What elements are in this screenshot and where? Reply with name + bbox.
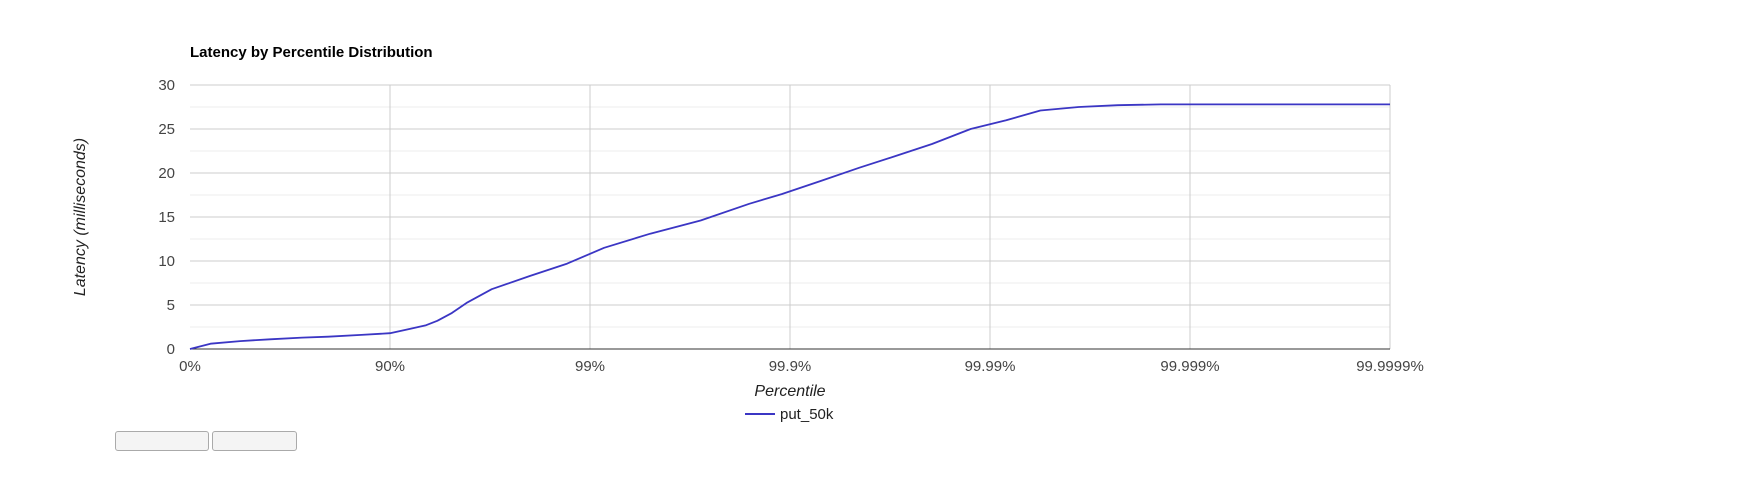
x-axis-label: Percentile <box>754 383 825 400</box>
legend[interactable]: put_50k <box>745 406 834 423</box>
x-tick-label: 99% <box>575 358 605 375</box>
chart-control-button-1[interactable] <box>115 431 209 451</box>
y-tick-label: 30 <box>158 77 175 94</box>
chart-title: Latency by Percentile Distribution <box>190 44 433 61</box>
y-tick-label: 10 <box>158 253 175 270</box>
x-tick-label: 99.9999% <box>1356 358 1424 375</box>
x-axis-ticks: 0% 90% 99% 99.9% 99.99% 99.999% 99.9999% <box>179 358 1424 375</box>
legend-label-put-50k: put_50k <box>780 406 834 423</box>
x-tick-label: 99.99% <box>965 358 1016 375</box>
chart-gridlines <box>190 84 1391 350</box>
x-tick-label: 99.999% <box>1160 358 1219 375</box>
y-tick-label: 0 <box>167 341 175 358</box>
y-axis-label: Latency (milliseconds) <box>72 138 89 296</box>
series-line-put_50k <box>189 103 1390 350</box>
x-tick-label: 99.9% <box>769 358 812 375</box>
y-tick-label: 15 <box>158 209 175 226</box>
y-axis-ticks: 0 5 10 15 20 25 30 <box>158 77 175 358</box>
y-tick-label: 5 <box>167 297 175 314</box>
y-tick-label: 25 <box>158 121 175 138</box>
x-tick-label: 0% <box>179 358 201 375</box>
chart-series <box>189 103 1390 350</box>
x-tick-label: 90% <box>375 358 405 375</box>
y-tick-label: 20 <box>158 165 175 182</box>
chart-control-button-2[interactable] <box>212 431 297 451</box>
